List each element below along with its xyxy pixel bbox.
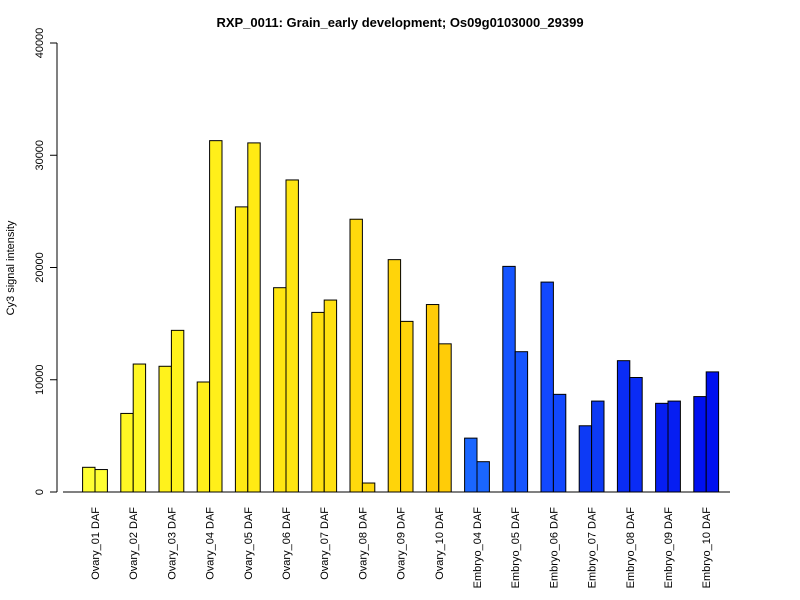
bar: [400, 320, 414, 493]
category-label: Ovary_02 DAF: [128, 507, 140, 580]
bar: [667, 400, 681, 493]
category-label: Embryo_09 DAF: [663, 507, 675, 589]
bar: [464, 437, 478, 493]
y-tick-label: 40000: [34, 28, 46, 59]
y-tick-label: 30000: [34, 140, 46, 171]
category-label: Embryo_05 DAF: [510, 507, 522, 589]
bar: [234, 206, 249, 493]
y-tick-label: 20000: [34, 252, 46, 283]
chart-title: RXP_0011: Grain_early development; Os09g…: [216, 15, 583, 30]
bar: [578, 425, 593, 493]
bar: [693, 396, 707, 493]
bar: [311, 311, 325, 493]
bar: [196, 381, 211, 493]
bar: [323, 299, 338, 493]
bar: [425, 304, 440, 493]
bar: [82, 466, 96, 493]
category-label: Embryo_10 DAF: [701, 507, 713, 589]
bars: [82, 140, 720, 493]
category-label: Ovary_05 DAF: [243, 507, 255, 580]
bar: [616, 360, 631, 493]
bar: [629, 377, 643, 493]
category-label: Ovary_09 DAF: [396, 507, 408, 580]
bar: [349, 218, 363, 493]
bar: [209, 140, 223, 493]
bar: [247, 142, 261, 493]
category-label: Ovary_06 DAF: [281, 507, 293, 580]
bar: [705, 371, 720, 493]
bar: [132, 363, 147, 493]
bar: [438, 343, 452, 493]
bar: [552, 393, 567, 493]
category-label: Embryo_08 DAF: [625, 507, 637, 589]
category-label: Ovary_08 DAF: [357, 507, 369, 580]
y-tick-label: 10000: [34, 364, 46, 395]
bar: [514, 351, 529, 493]
y-axis: 0 10000 20000 30000 40000: [34, 28, 58, 495]
category-label: Ovary_01 DAF: [90, 507, 102, 580]
bar: [273, 287, 287, 493]
category-labels: Ovary_01 DAF Ovary_02 DAF Ovary_03 DAF Ovar…: [90, 507, 713, 589]
bar: [361, 482, 376, 493]
bar: [655, 402, 669, 493]
bar: [94, 469, 108, 493]
category-label: Ovary_04 DAF: [205, 507, 217, 580]
bar: [158, 365, 172, 493]
bar: [476, 461, 490, 493]
category-label: Embryo_07 DAF: [587, 507, 599, 589]
bar: [502, 265, 516, 493]
bar: [285, 179, 299, 493]
bar: [540, 281, 554, 493]
bar: [591, 400, 605, 493]
category-label: Embryo_06 DAF: [548, 507, 560, 589]
y-axis-label: Cy3 signal intensity: [5, 220, 17, 315]
bar: [120, 412, 134, 493]
bar: [387, 259, 402, 493]
bar: [170, 329, 185, 493]
category-label: Ovary_10 DAF: [434, 507, 446, 580]
y-tick-label: 0: [34, 489, 46, 495]
category-label: Ovary_03 DAF: [166, 507, 178, 580]
category-label: Embryo_04 DAF: [472, 507, 484, 589]
category-label: Ovary_07 DAF: [319, 507, 331, 580]
